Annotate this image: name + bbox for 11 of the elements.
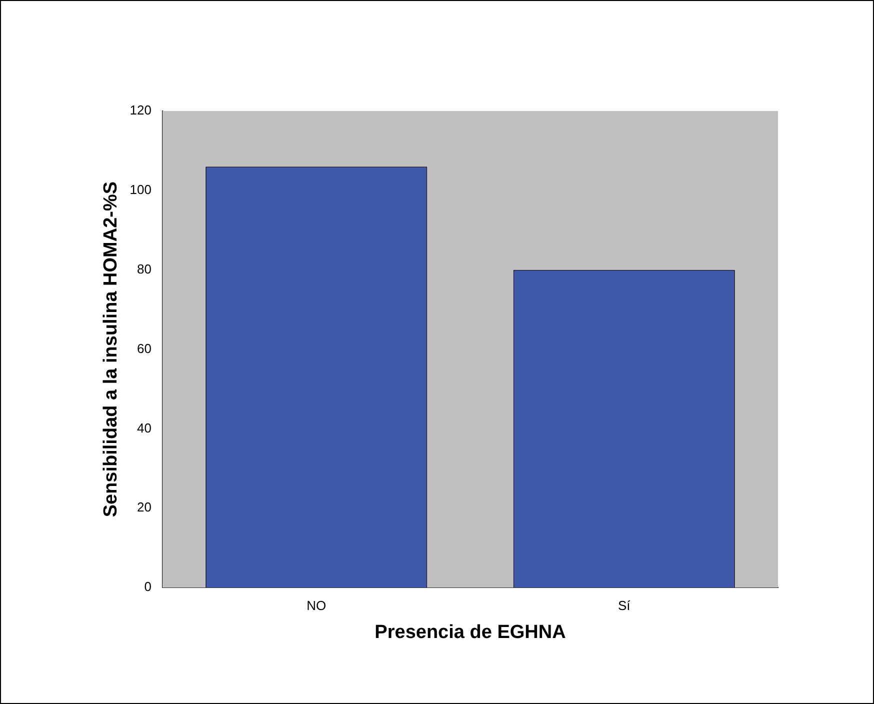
x-tick-label: NO [306, 598, 326, 613]
y-tick-label: 120 [130, 102, 152, 118]
y-tick-label: 0 [144, 579, 152, 594]
y-tick-label: 40 [137, 420, 152, 436]
x-axis-title: Presencia de EGHNA [374, 622, 566, 643]
y-tick-label: 60 [137, 340, 152, 356]
y-tick-label: 100 [130, 182, 152, 198]
y-tick-label: 20 [137, 500, 152, 515]
x-tick-label: Sí [618, 598, 631, 613]
y-axis-title: Sensibilidad a la insulina HOMA2-%S [100, 181, 122, 518]
y-tick-label: 80 [137, 261, 152, 276]
